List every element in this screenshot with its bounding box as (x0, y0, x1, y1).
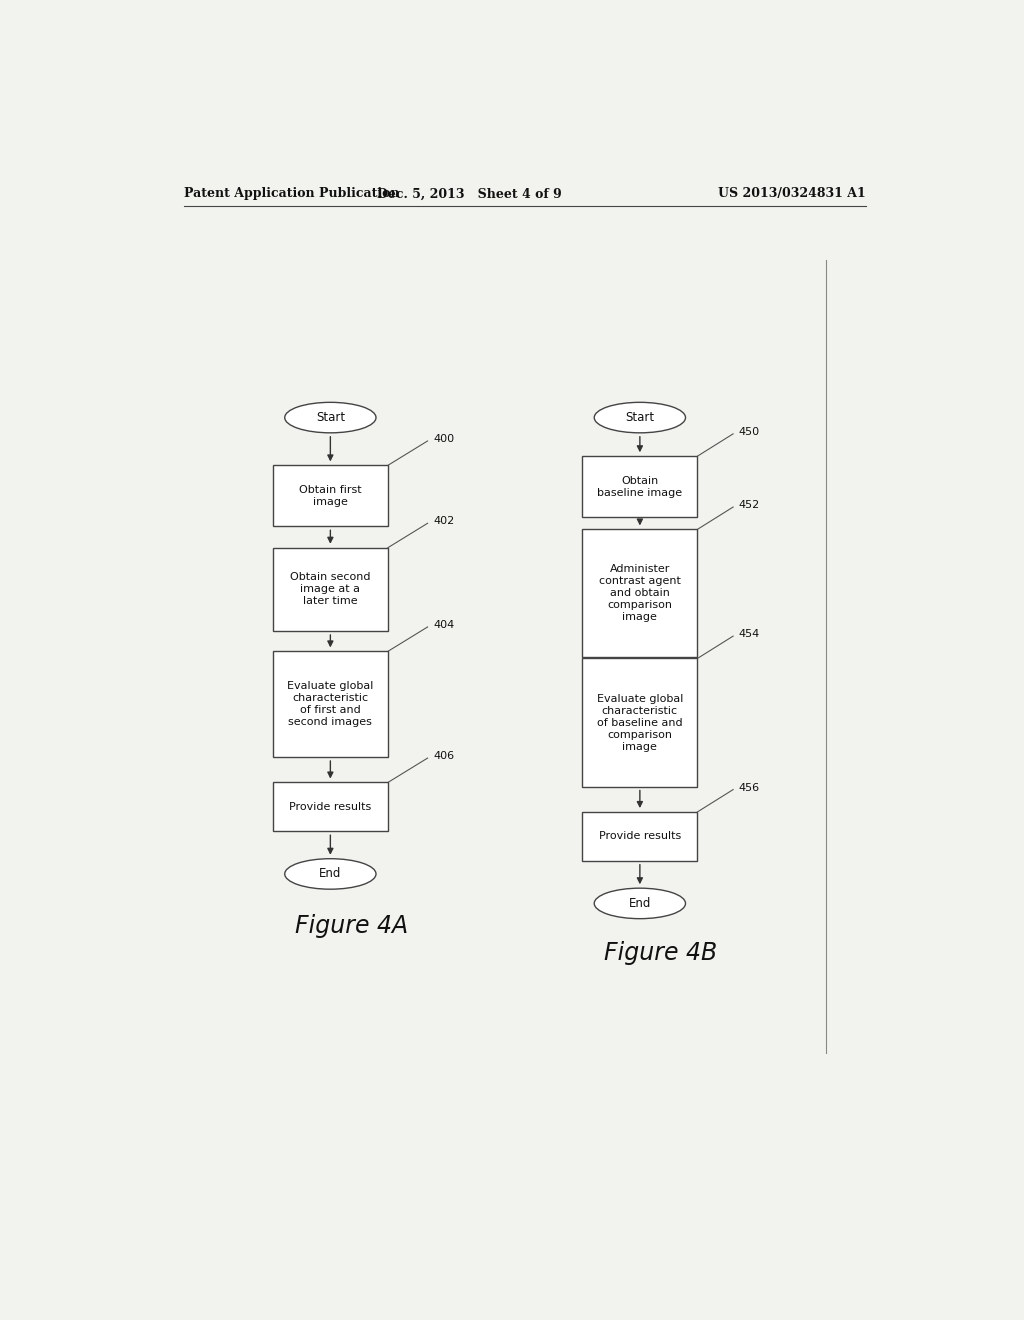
Text: Obtain first
image: Obtain first image (299, 484, 361, 507)
FancyBboxPatch shape (272, 651, 388, 758)
Ellipse shape (594, 888, 685, 919)
Text: 400: 400 (433, 434, 455, 444)
Text: 454: 454 (738, 630, 760, 639)
Text: US 2013/0324831 A1: US 2013/0324831 A1 (718, 187, 866, 201)
FancyBboxPatch shape (272, 548, 388, 631)
Text: Figure 4A: Figure 4A (295, 913, 408, 937)
FancyBboxPatch shape (583, 659, 697, 787)
Text: Evaluate global
characteristic
of first and
second images: Evaluate global characteristic of first … (287, 681, 374, 727)
Ellipse shape (285, 859, 376, 890)
Text: Provide results: Provide results (599, 832, 681, 841)
Text: Start: Start (315, 411, 345, 424)
Text: Figure 4B: Figure 4B (604, 941, 718, 965)
Text: Provide results: Provide results (289, 801, 372, 812)
Text: Administer
contrast agent
and obtain
comparison
image: Administer contrast agent and obtain com… (599, 565, 681, 623)
Text: Patent Application Publication: Patent Application Publication (183, 187, 399, 201)
Text: Obtain second
image at a
later time: Obtain second image at a later time (290, 573, 371, 606)
Text: End: End (629, 896, 651, 909)
Text: Dec. 5, 2013   Sheet 4 of 9: Dec. 5, 2013 Sheet 4 of 9 (377, 187, 561, 201)
Text: 452: 452 (738, 500, 760, 510)
Ellipse shape (594, 403, 685, 433)
Text: Obtain
baseline image: Obtain baseline image (597, 475, 682, 498)
Text: Start: Start (626, 411, 654, 424)
Text: Evaluate global
characteristic
of baseline and
comparison
image: Evaluate global characteristic of baseli… (597, 693, 683, 751)
Text: End: End (319, 867, 342, 880)
FancyBboxPatch shape (272, 783, 388, 832)
FancyBboxPatch shape (583, 529, 697, 657)
FancyBboxPatch shape (583, 812, 697, 861)
FancyBboxPatch shape (583, 457, 697, 517)
Ellipse shape (285, 403, 376, 433)
Text: 406: 406 (433, 751, 455, 762)
Text: 404: 404 (433, 620, 455, 630)
FancyBboxPatch shape (272, 466, 388, 527)
Text: 402: 402 (433, 516, 455, 527)
Text: 450: 450 (738, 426, 760, 437)
Text: 456: 456 (738, 783, 760, 792)
